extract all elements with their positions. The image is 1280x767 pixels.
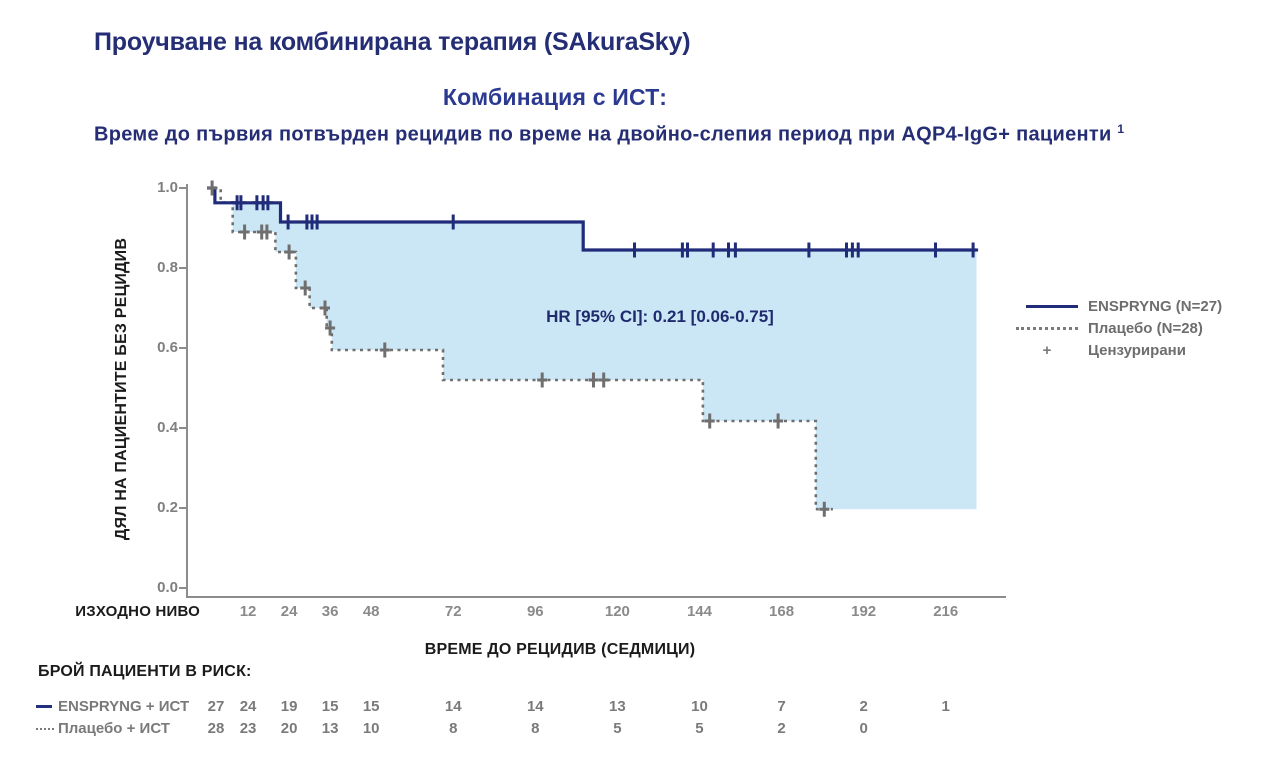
risk-value: 10 — [691, 698, 708, 715]
enspryng-censor-marks — [232, 195, 979, 258]
solid-line-icon — [1016, 304, 1078, 308]
plus-icon: + — [1042, 341, 1052, 359]
risk-value: 14 — [444, 698, 462, 715]
risk-value: 13 — [321, 720, 339, 737]
y-axis-label: ДЯЛ НА ПАЦИЕНТИТЕ БЕЗ РЕЦИДИВ — [113, 237, 130, 541]
x-tick-label: 168 — [769, 603, 795, 620]
km-fill — [220, 202, 977, 510]
risk-value: 5 — [695, 720, 704, 737]
risk-row-label-placebo: Плацебо + ИСТ — [36, 720, 170, 737]
y-tick-label: 0.2 — [157, 499, 178, 516]
subtitle-endpoint: Време до първия потвърден рецидив по вре… — [94, 122, 1125, 146]
risk-table-header: БРОЙ ПАЦИЕНТИ В РИСК: — [38, 663, 252, 680]
risk-value: 7 — [777, 698, 786, 715]
x-tick-label: 96 — [526, 603, 544, 620]
risk-value: 27 — [207, 698, 225, 715]
risk-value: 15 — [321, 698, 339, 715]
x-tick-baseline: ИЗХОДНО НИВО — [75, 603, 200, 620]
y-tick-label: 1.0 — [157, 179, 178, 196]
x-tick-label: 48 — [362, 603, 380, 620]
risk-value: 8 — [449, 720, 458, 737]
x-tick-label: 72 — [444, 603, 462, 620]
risk-value: 0 — [859, 720, 868, 737]
reference-superscript: 1 — [1117, 122, 1125, 136]
legend-item-enspryng: ENSPRYNG (N=27) — [1016, 295, 1222, 317]
risk-value: 23 — [239, 720, 257, 737]
x-tick-label: 144 — [686, 603, 712, 620]
risk-row-label-enspryng: ENSPRYNG + ИСТ — [36, 698, 189, 715]
y-tick-label: 0.4 — [157, 419, 178, 436]
legend-item-censored: + Цензурирани — [1016, 339, 1222, 361]
x-tick-label: 120 — [604, 603, 630, 620]
dotted-dash-icon — [36, 727, 58, 730]
page-title: Проучване на комбинирана терапия (SAkura… — [94, 28, 691, 56]
legend: ENSPRYNG (N=27) Плацебо (N=28) + Цензури… — [1016, 295, 1222, 361]
hr-annotation: HR [95% CI]: 0.21 [0.06-0.75] — [546, 307, 774, 326]
y-tick-label: 0.8 — [157, 259, 178, 276]
risk-value: 19 — [280, 698, 298, 715]
x-tick-label: 24 — [280, 603, 298, 620]
risk-value: 15 — [362, 698, 380, 715]
solid-dash-icon — [36, 705, 58, 708]
risk-value: 14 — [526, 698, 544, 715]
x-tick-label: 192 — [851, 603, 877, 620]
risk-value: 2 — [777, 720, 786, 737]
x-tick-label: 36 — [321, 603, 339, 620]
risk-value: 10 — [362, 720, 380, 737]
placebo-curve — [207, 186, 833, 511]
axes — [186, 184, 1006, 598]
y-tick-label: 0.0 — [157, 579, 178, 596]
subtitle-combination: Комбинация с ИСТ: — [442, 84, 668, 110]
dotted-line-icon — [1016, 326, 1078, 330]
risk-value: 2 — [859, 698, 868, 715]
x-tick-label: 216 — [933, 603, 959, 620]
risk-value: 24 — [239, 698, 257, 715]
risk-value: 1 — [941, 698, 950, 715]
x-axis-label: ВРЕМЕ ДО РЕЦИДИВ (СЕДМИЦИ) — [424, 641, 696, 658]
risk-value: 8 — [531, 720, 540, 737]
placebo-censor-marks — [207, 180, 830, 517]
risk-value: 20 — [280, 720, 298, 737]
y-tick-label: 0.6 — [157, 339, 178, 356]
legend-item-placebo: Плацебо (N=28) — [1016, 317, 1222, 339]
enspryng-curve — [207, 186, 977, 252]
x-tick-label: 12 — [239, 603, 257, 620]
risk-value: 13 — [609, 698, 626, 715]
risk-value: 5 — [613, 720, 622, 737]
risk-value: 28 — [207, 720, 225, 737]
